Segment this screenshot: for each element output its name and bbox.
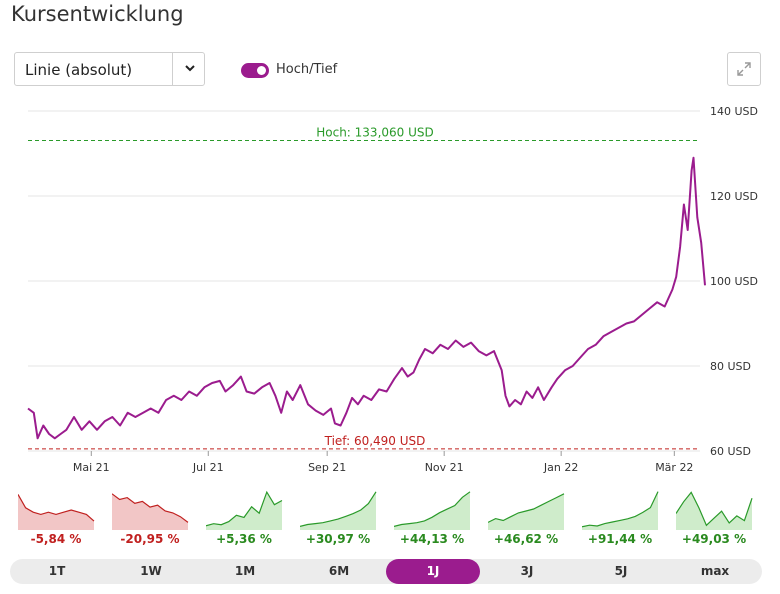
chevron-down-icon[interactable]: [183, 61, 197, 75]
performance-sparkline: [112, 493, 189, 530]
sparkline-line: [582, 491, 659, 528]
high-label: Hoch: 133,060 USD: [316, 125, 434, 139]
performance-label: +91,44 %: [587, 532, 653, 546]
performance-sparkline: [488, 493, 565, 530]
range-button-5j[interactable]: 5J: [614, 564, 628, 578]
sparkline-area: [488, 493, 564, 530]
range-button-max[interactable]: max: [700, 564, 730, 578]
sparkline-area: [18, 494, 94, 530]
y-tick-label: 60 USD: [710, 445, 751, 458]
range-button-1j[interactable]: 1J: [386, 559, 480, 584]
select-divider: [172, 53, 173, 85]
performance-label: +30,97 %: [305, 532, 371, 546]
high-low-toggle-label: Hoch/Tief: [276, 62, 338, 77]
sparkline-line: [488, 493, 565, 523]
y-tick-label: 120 USD: [710, 190, 758, 203]
performance-sparkline: [394, 491, 471, 530]
time-range-selector: 1T 1W 1M 6M 1J 3J 5J max: [10, 559, 762, 584]
range-button-1m[interactable]: 1M: [234, 564, 256, 578]
range-button-1t[interactable]: 1T: [48, 564, 66, 578]
x-tick-label: Mai 21: [73, 461, 110, 474]
performance-label: -20,95 %: [120, 532, 180, 546]
expand-icon: [737, 62, 751, 76]
range-button-6m[interactable]: 6M: [328, 564, 350, 578]
sparkline-area: [206, 492, 282, 530]
performance-sparkline: [582, 491, 659, 530]
x-tick-label: Jan 22: [543, 461, 578, 474]
x-tick-label: Mär 22: [655, 461, 693, 474]
range-button-1w[interactable]: 1W: [140, 564, 162, 578]
performance-label: +5,36 %: [216, 532, 272, 546]
sparkline-line: [676, 491, 753, 527]
sparkline-line: [300, 491, 377, 527]
performance-sparkline: [18, 494, 95, 530]
sparkline-area: [112, 493, 188, 530]
performance-label: +49,03 %: [681, 532, 747, 546]
range-button-3j[interactable]: 3J: [520, 564, 534, 578]
performance-sparkline: [676, 491, 753, 530]
page-title: Kursentwicklung: [11, 2, 184, 26]
x-tick-label: Jul 21: [192, 461, 224, 474]
x-tick-label: Sep 21: [308, 461, 346, 474]
sparkline-area: [676, 492, 752, 530]
chart-type-select[interactable]: Linie (absolut): [14, 52, 205, 86]
sparkline-line: [394, 491, 471, 527]
price-chart: 60 USD 80 USD 100 USD 120 USD 140 USD Mai 21 J…: [27, 105, 758, 474]
y-tick-label: 80 USD: [710, 360, 751, 373]
performance-sparkline: [206, 490, 283, 530]
low-label: Tief: 60,490 USD: [324, 434, 426, 448]
performance-label: +46,62 %: [493, 532, 559, 546]
chart-type-value: Linie (absolut): [25, 61, 133, 79]
performance-label: -5,84 %: [30, 532, 82, 546]
sparkline-line: [206, 490, 283, 527]
fullscreen-button[interactable]: [727, 52, 761, 86]
sparkline-area: [394, 491, 470, 530]
sparkline-area: [582, 491, 658, 530]
y-tick-label: 140 USD: [710, 105, 758, 118]
sparkline-line: [112, 493, 189, 523]
performance-label: +44,13 %: [399, 532, 465, 546]
sparkline-line: [18, 494, 95, 522]
high-low-toggle[interactable]: [241, 63, 269, 78]
y-tick-label: 100 USD: [710, 275, 758, 288]
sparkline-area: [300, 491, 376, 530]
performance-sparkline: [300, 491, 377, 530]
x-tick-label: Nov 21: [425, 461, 464, 474]
price-line: [27, 156, 706, 440]
